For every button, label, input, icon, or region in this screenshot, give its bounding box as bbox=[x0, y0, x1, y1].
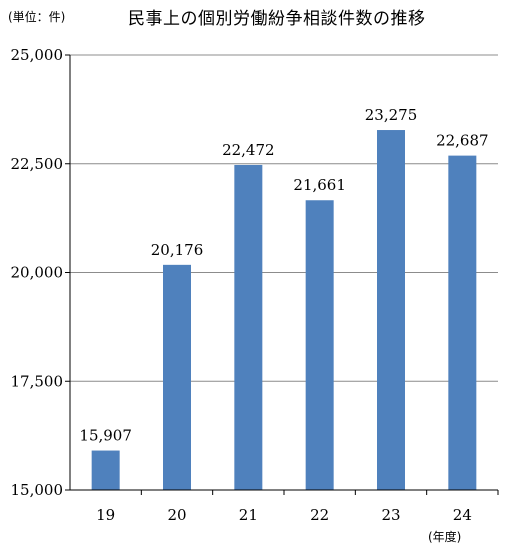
x-tick-label: 22 bbox=[310, 506, 329, 524]
bar bbox=[305, 200, 334, 490]
x-tick-label: 19 bbox=[96, 506, 115, 524]
x-tick-label: 24 bbox=[453, 506, 472, 524]
axes bbox=[65, 54, 499, 495]
bar bbox=[234, 164, 263, 490]
bar bbox=[91, 450, 120, 490]
data-label: 23,275 bbox=[365, 106, 418, 124]
data-label: 22,472 bbox=[222, 141, 275, 159]
bar bbox=[448, 155, 477, 491]
unit-label: (単位：件) bbox=[8, 10, 66, 24]
gridlines bbox=[70, 54, 498, 491]
x-tick-label: 21 bbox=[239, 506, 258, 524]
y-tick-label: 25,000 bbox=[11, 46, 64, 64]
y-tick-label: 20,000 bbox=[11, 264, 64, 282]
bar bbox=[377, 130, 405, 490]
data-label: 20,176 bbox=[151, 241, 204, 259]
y-tick-label: 22,500 bbox=[11, 155, 64, 173]
bar bbox=[163, 264, 191, 490]
x-axis-unit-label: (年度) bbox=[428, 530, 462, 544]
data-label: 15,907 bbox=[79, 427, 132, 445]
chart-title: 民事上の個別労働紛争相談件数の推移 bbox=[128, 9, 426, 29]
x-tick-label: 23 bbox=[381, 506, 400, 524]
bars bbox=[91, 130, 477, 491]
labels: 15,000 17,500 20,000 22,500 25,000 15,907 19 20… bbox=[11, 46, 489, 524]
y-tick-label: 17,500 bbox=[11, 372, 64, 390]
data-label: 22,687 bbox=[436, 132, 489, 150]
y-tick-label: 15,000 bbox=[11, 481, 64, 499]
x-tick-label: 20 bbox=[167, 506, 186, 524]
data-label: 21,661 bbox=[293, 176, 346, 194]
